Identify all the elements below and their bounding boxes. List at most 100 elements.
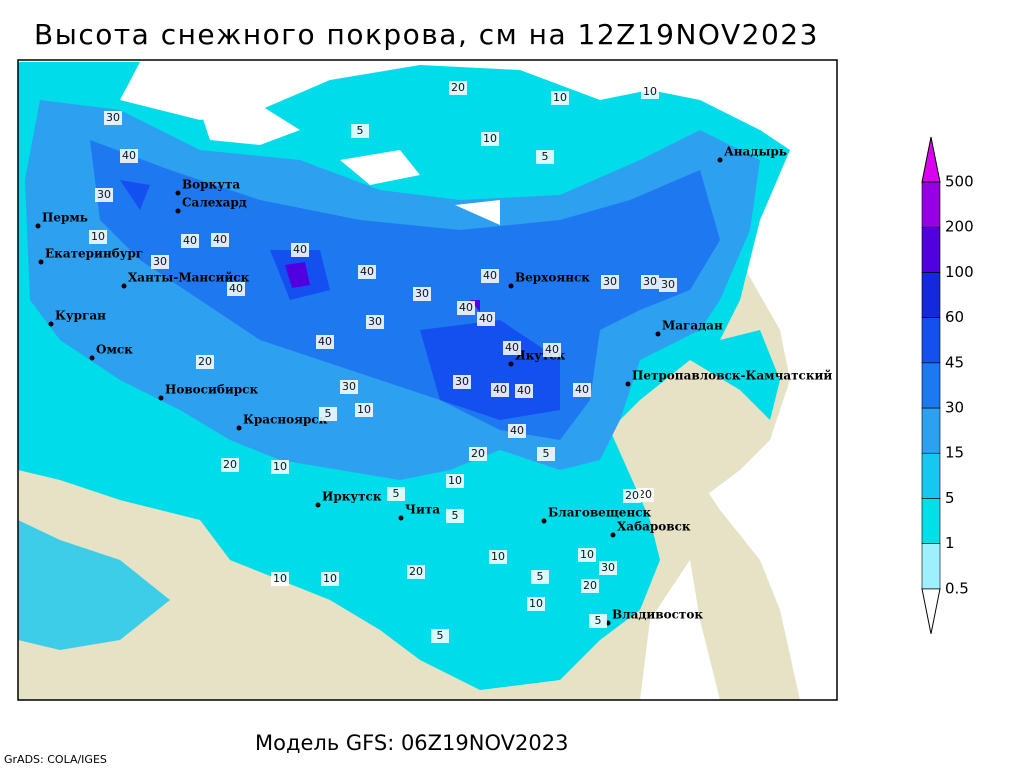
contour-label-box xyxy=(481,269,499,283)
contour-label-box xyxy=(221,458,239,472)
contour-label-box xyxy=(503,341,521,355)
contour-label: 40 xyxy=(293,243,307,256)
city-label: Чита xyxy=(405,503,440,517)
contour-label: 20 xyxy=(223,458,237,471)
city-label: Салехард xyxy=(182,196,247,210)
city-dot xyxy=(717,157,723,163)
contour-label-box xyxy=(413,287,431,301)
contour-label-box xyxy=(491,383,509,397)
contour-label-box xyxy=(358,265,376,279)
city-dot xyxy=(398,515,404,521)
contour-label-box xyxy=(211,233,229,247)
contour-label: 5 xyxy=(543,447,550,460)
colorbar-cap xyxy=(921,136,941,183)
colorbar-bin xyxy=(921,272,941,318)
colorbar-label: 15 xyxy=(945,444,964,462)
contour-label-box xyxy=(641,275,659,289)
city-label: Курган xyxy=(55,309,106,323)
contour-label: 40 xyxy=(183,234,197,247)
title: Высота снежного покрова, см на 12Z19NOV2… xyxy=(34,18,819,51)
colorbar-bin xyxy=(921,317,941,364)
colorbar-bin xyxy=(921,498,941,544)
city-label: Ханты-Мансийск xyxy=(128,271,250,285)
contour-label: 30 xyxy=(106,111,120,124)
contour-label-box xyxy=(89,230,107,244)
contour-label-box xyxy=(481,132,499,146)
contour-label: 30 xyxy=(153,255,167,268)
contour-label: 40 xyxy=(229,282,243,295)
colorbar-label: 500 xyxy=(945,173,974,191)
city-label: Владивосток xyxy=(612,608,703,622)
contour-label-box xyxy=(321,572,339,586)
contour-label: 30 xyxy=(661,278,675,291)
contour-label: 40 xyxy=(517,384,531,397)
city-dot xyxy=(541,518,547,524)
model-caption: Модель GFS: 06Z19NOV2023 xyxy=(255,731,568,755)
colorbar-cap xyxy=(921,588,941,634)
colorbar-bin xyxy=(921,452,941,499)
city-label: Верхоянск xyxy=(515,271,590,285)
contour-label-box xyxy=(319,407,337,421)
city-dot xyxy=(38,259,44,265)
contour-label: 30 xyxy=(643,275,657,288)
contour-label-box xyxy=(355,403,373,417)
contour-label-box xyxy=(449,81,467,95)
contour-label: 40 xyxy=(122,149,136,162)
city-label: Воркута xyxy=(182,178,240,192)
city-label: Новосибирск xyxy=(165,383,258,397)
colorbar-bin xyxy=(921,181,941,228)
colorbar-label: 1 xyxy=(945,534,955,552)
city-dot xyxy=(121,283,127,289)
contour-label-box xyxy=(536,150,554,164)
contour-label: 20 xyxy=(471,447,485,460)
contour-label-box xyxy=(641,85,659,99)
contour-label: 5 xyxy=(537,570,544,583)
city-dot xyxy=(236,425,242,431)
contour-label: 5 xyxy=(542,150,549,163)
contour-label: 30 xyxy=(368,315,382,328)
contour-label-box xyxy=(515,384,533,398)
contour-label: 5 xyxy=(393,487,400,500)
colorbar-label: 45 xyxy=(945,353,964,371)
contour-label: 40 xyxy=(510,424,524,437)
city-label: Екатеринбург xyxy=(45,247,143,261)
contour-label-box xyxy=(351,124,369,138)
city-dot xyxy=(175,190,181,196)
contour-label: 20 xyxy=(451,81,465,94)
contour-label: 10 xyxy=(491,550,505,563)
contour-label-box xyxy=(489,550,507,564)
contour-label-box xyxy=(271,460,289,474)
contour-label: 10 xyxy=(357,403,371,416)
contour-label-box xyxy=(95,188,113,202)
contour-label: 10 xyxy=(273,460,287,473)
city-label: Омск xyxy=(96,343,133,357)
contour-label-box xyxy=(537,447,555,461)
colorbar-label: 0.5 xyxy=(945,579,969,597)
contour-label-box xyxy=(453,375,471,389)
city-dot xyxy=(508,361,514,367)
contour-label: 10 xyxy=(643,85,657,98)
contour-label-box xyxy=(508,424,526,438)
city-dot xyxy=(315,502,321,508)
contour-label-box xyxy=(151,255,169,269)
contour-label: 10 xyxy=(323,572,337,585)
credit: GrADS: COLA/IGES xyxy=(4,753,107,766)
contour-label-box xyxy=(589,614,607,628)
contour-label: 20 xyxy=(638,488,652,501)
contour-label-box xyxy=(316,335,334,349)
contour-label: 20 xyxy=(198,355,212,368)
contour-label-box xyxy=(578,548,596,562)
city-label: Иркутск xyxy=(322,490,382,504)
contour-label: 20 xyxy=(409,565,423,578)
city-label: Петропавловск-Камчатский xyxy=(632,369,832,383)
contour-label-box xyxy=(623,489,641,503)
city-label: Красноярск xyxy=(243,413,328,427)
contour-label: 10 xyxy=(273,572,287,585)
contour-label-box xyxy=(120,149,138,163)
contour-label-box xyxy=(271,572,289,586)
contour-label-box xyxy=(291,243,309,257)
contour-label-box xyxy=(104,111,122,125)
colorbar-bin xyxy=(921,226,941,273)
contour-label: 10 xyxy=(483,132,497,145)
